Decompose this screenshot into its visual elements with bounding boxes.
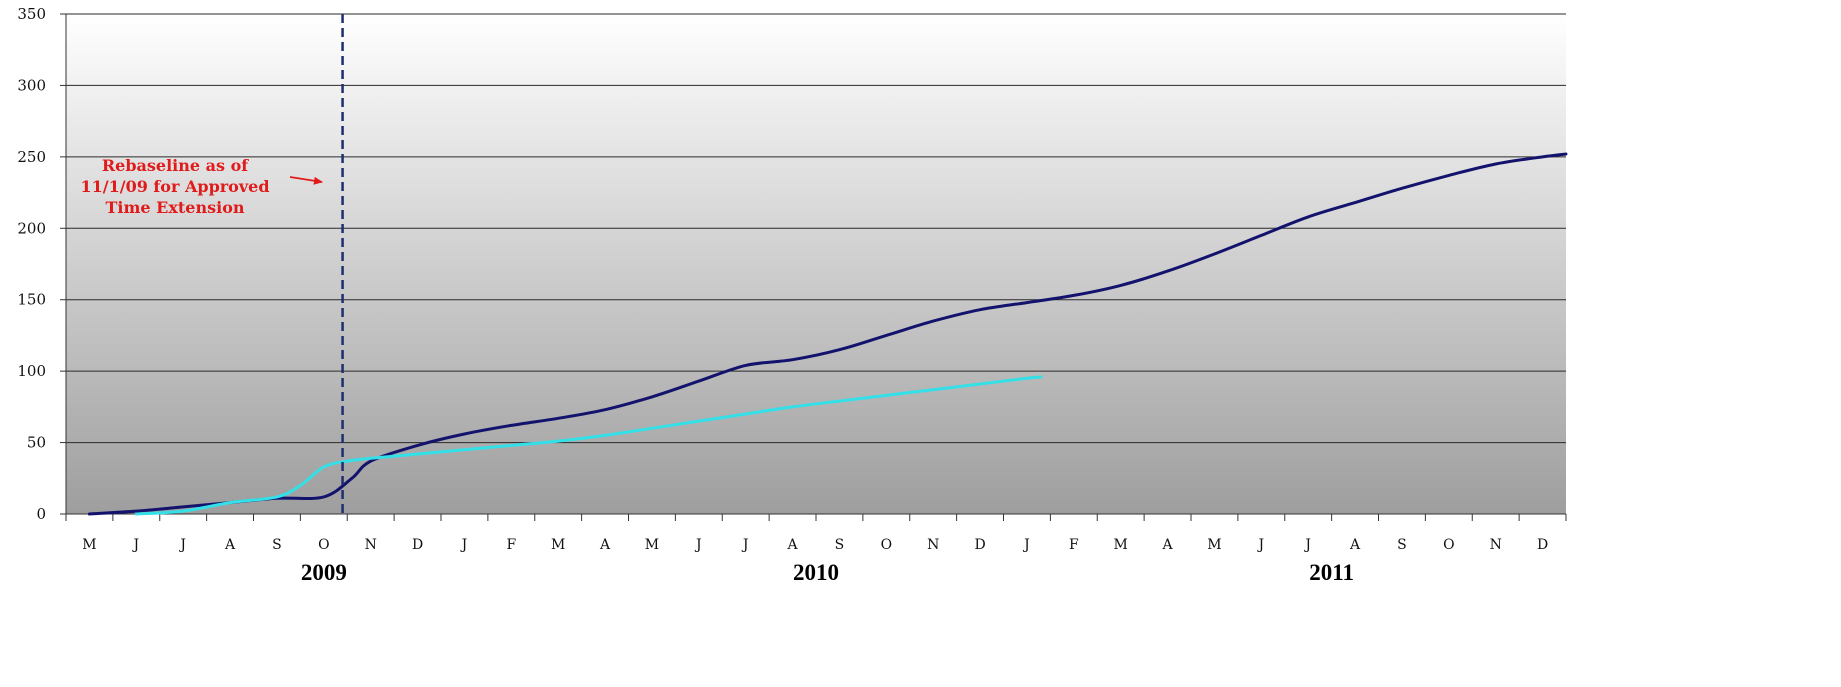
x-tick-label: A bbox=[1162, 537, 1174, 553]
annotation-line-3: Time Extension bbox=[106, 198, 245, 217]
year-label: 2010 bbox=[793, 560, 839, 585]
plot-area bbox=[66, 14, 1566, 514]
x-tick-label: M bbox=[645, 537, 659, 553]
x-tick-label: S bbox=[272, 537, 282, 553]
y-tick-label: 0 bbox=[36, 505, 46, 523]
x-tick-label: A bbox=[787, 537, 799, 553]
x-tick-label: M bbox=[1207, 537, 1221, 553]
x-tick-label: M bbox=[551, 537, 565, 553]
annotation-line-1: Rebaseline as of bbox=[102, 156, 249, 175]
x-tick-label: D bbox=[412, 537, 423, 553]
x-tick-label: J bbox=[178, 537, 186, 553]
x-tick-label: S bbox=[1397, 537, 1407, 553]
annotation-arrow bbox=[289, 176, 323, 185]
x-tick-label: J bbox=[1257, 537, 1265, 553]
x-tick-label: N bbox=[927, 537, 939, 553]
y-tick-label: 350 bbox=[17, 5, 46, 23]
x-tick-label: F bbox=[1069, 537, 1079, 553]
x-tick-label: F bbox=[506, 537, 516, 553]
x-tick-label: J bbox=[132, 537, 140, 553]
x-tick-label: J bbox=[1022, 537, 1030, 553]
x-tick-label: D bbox=[1537, 537, 1548, 553]
year-label: 2009 bbox=[301, 560, 347, 585]
x-tick-label: M bbox=[82, 537, 96, 553]
annotation-line-2: 11/1/09 for Approved bbox=[80, 177, 269, 196]
year-label: 2011 bbox=[1309, 560, 1354, 585]
y-tick-label: 100 bbox=[17, 362, 46, 380]
series-line-cyan bbox=[134, 375, 1043, 516]
x-tick-label: J bbox=[1303, 537, 1311, 553]
y-axis: 0 50 100 150 200 250 300 350 bbox=[17, 5, 67, 523]
x-tick-label: D bbox=[974, 537, 985, 553]
gridlines bbox=[66, 13, 1566, 444]
x-tick-label: O bbox=[881, 537, 892, 553]
x-tick-label: J bbox=[694, 537, 702, 553]
x-tick-label: A bbox=[224, 537, 236, 553]
series-group bbox=[87, 152, 1568, 516]
y-tick-label: 250 bbox=[17, 148, 46, 166]
x-tick-label: O bbox=[1443, 537, 1454, 553]
y-tick-label: 300 bbox=[17, 76, 46, 94]
x-tick-label: M bbox=[1114, 537, 1128, 553]
x-tick-label: A bbox=[1349, 537, 1361, 553]
y-tick-label: 50 bbox=[27, 434, 46, 452]
series-line-dark-blue bbox=[87, 152, 1568, 516]
y-tick-label: 200 bbox=[17, 219, 46, 237]
x-tick-label: A bbox=[599, 537, 611, 553]
x-tick-label: S bbox=[835, 537, 845, 553]
x-tick-label: O bbox=[318, 537, 329, 553]
rebaseline-annotation: Rebaseline as of 11/1/09 for Approved Ti… bbox=[80, 156, 323, 217]
x-tick-label: J bbox=[741, 537, 749, 553]
x-tick-label: N bbox=[365, 537, 377, 553]
x-tick-label: N bbox=[1490, 537, 1502, 553]
x-axis: M J J A S O N D J F M A M J J A S O N D J F M A M J J A S O N D 2009 2010… bbox=[65, 513, 1567, 585]
x-tick-label: J bbox=[460, 537, 468, 553]
y-tick-label: 150 bbox=[17, 291, 46, 309]
